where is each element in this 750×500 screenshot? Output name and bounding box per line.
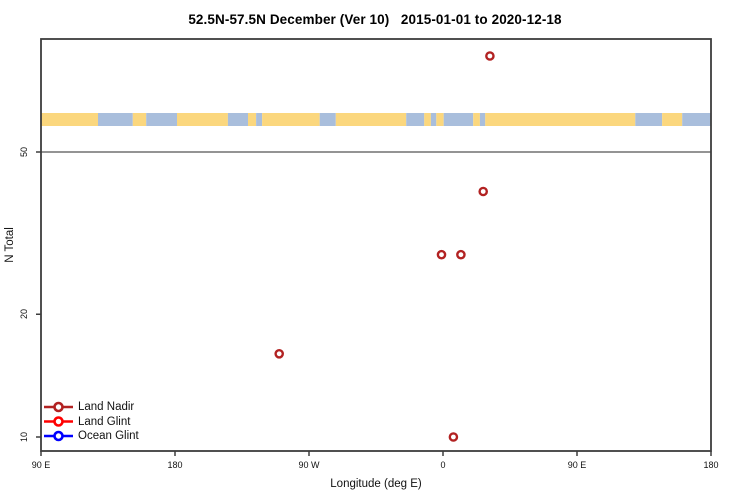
map-strip-segment-ocean: [98, 113, 133, 126]
map-strip-segment-ocean: [479, 113, 486, 126]
legend-label-land-glint: Land Glint: [78, 415, 131, 428]
x-tick-label: 90 E: [31, 460, 51, 470]
map-strip-segment-ocean: [443, 113, 474, 126]
map-strip-segment-land: [436, 113, 444, 126]
data-point: [478, 186, 489, 197]
map-strip-segment-land: [248, 113, 256, 126]
x-tick-label: 0: [440, 460, 446, 470]
map-strip-segment-land: [132, 113, 147, 126]
map-strip-segment-ocean: [227, 113, 248, 126]
map-strip-segment-land: [485, 113, 636, 126]
map-strip-segment-ocean: [256, 113, 263, 126]
map-strip-segment-land: [662, 113, 683, 126]
legend-marker-circle: [53, 416, 64, 427]
data-point: [485, 51, 495, 61]
map-strip-segment-land: [177, 113, 228, 126]
data-point: [274, 348, 285, 359]
map-strip-segment-land: [41, 113, 98, 126]
map-strip-segment-ocean: [406, 113, 425, 126]
chart-title: 52.5N-57.5N December (Ver 10) 2015-01-01…: [188, 12, 562, 27]
legend-marker-circle: [53, 401, 64, 413]
data-point: [456, 249, 466, 260]
map-strip-segment-land: [424, 113, 431, 126]
y-tick-label: 10: [19, 431, 29, 443]
y-tick-label: 20: [19, 308, 29, 320]
map-strip-segment-ocean: [319, 113, 336, 126]
y-tick-label: 50: [19, 146, 29, 158]
y-axis-title: N Total: [4, 227, 16, 263]
legend-marker-circle: [53, 430, 64, 442]
plot-frame: [40, 38, 712, 452]
x-axis-title: Longitude (deg E): [330, 478, 422, 490]
map-strip-segment-ocean: [635, 113, 663, 126]
map-strip-segment-land: [473, 113, 480, 126]
x-tick-label: 90 W: [298, 460, 320, 470]
legend-label-ocean-glint: Ocean Glint: [78, 430, 139, 442]
map-strip-segment-ocean: [682, 113, 711, 126]
data-point: [436, 249, 447, 260]
x-tick-label: 180: [703, 460, 719, 470]
map-strip-segment-land: [335, 113, 407, 126]
x-tick-label: 90 E: [567, 460, 587, 470]
data-point: [448, 432, 459, 442]
map-strip-segment-ocean: [430, 113, 437, 126]
x-tick-label: 180: [167, 460, 183, 470]
legend-label-land-nadir: Land Nadir: [78, 401, 135, 413]
map-strip-segment-ocean: [146, 113, 177, 126]
map-strip-segment-land: [262, 113, 320, 126]
